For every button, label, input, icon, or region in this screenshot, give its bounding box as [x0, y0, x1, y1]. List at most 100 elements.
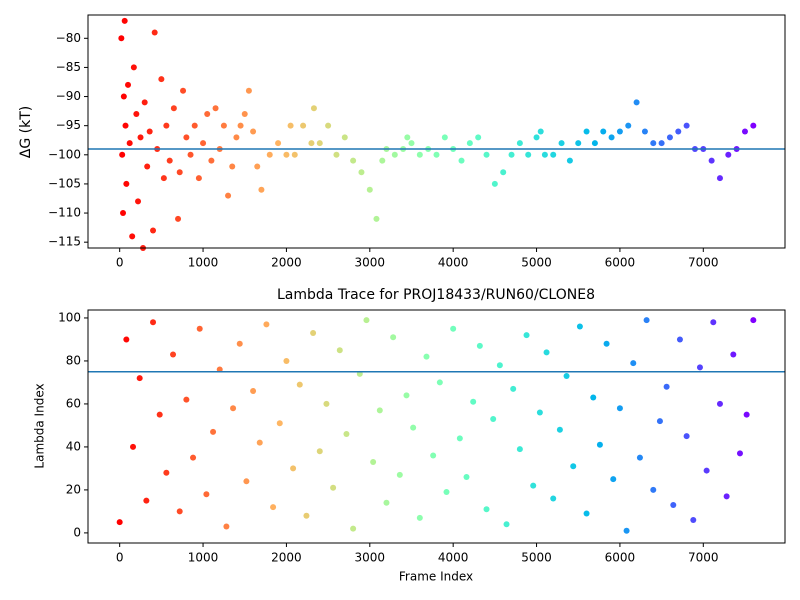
data-point	[633, 99, 640, 106]
data-point	[122, 122, 129, 129]
data-point	[550, 495, 557, 502]
data-point	[250, 388, 257, 395]
data-point	[166, 157, 173, 164]
x-tick-label: 5000	[521, 551, 552, 565]
data-point	[160, 175, 167, 182]
data-point	[716, 400, 723, 407]
y-tick-label: 0	[73, 525, 81, 539]
data-point	[208, 157, 215, 164]
y-tick-label: −85	[56, 60, 81, 74]
data-point	[676, 336, 683, 343]
data-point	[690, 517, 697, 524]
data-point	[146, 128, 153, 135]
data-point	[325, 122, 332, 129]
data-point	[200, 140, 207, 147]
data-point	[156, 411, 163, 418]
data-point	[450, 325, 457, 332]
data-point	[490, 415, 497, 422]
data-point	[116, 519, 123, 526]
data-point	[363, 317, 370, 324]
data-point	[525, 151, 532, 158]
data-point	[736, 450, 743, 457]
data-point	[187, 151, 194, 158]
data-point	[283, 151, 290, 158]
data-point	[608, 134, 615, 141]
data-point	[410, 424, 417, 431]
data-point	[650, 486, 657, 493]
x-tick-label: 1000	[188, 551, 219, 565]
data-point	[476, 342, 483, 349]
y-tick-label: −95	[56, 118, 81, 132]
x-axis-label: Frame Index	[399, 570, 473, 584]
data-point	[336, 347, 343, 354]
data-point	[530, 482, 537, 489]
data-point	[151, 29, 158, 36]
data-point	[183, 134, 190, 141]
data-point	[541, 151, 548, 158]
x-tick-label: 6000	[605, 256, 636, 270]
data-point	[310, 105, 317, 112]
data-point	[130, 64, 137, 71]
data-point	[175, 215, 182, 222]
x-tick-label: 7000	[688, 256, 719, 270]
data-point	[675, 128, 682, 135]
data-point	[590, 394, 597, 401]
data-point	[266, 151, 273, 158]
data-point	[408, 140, 415, 147]
data-point	[135, 198, 142, 205]
data-point	[556, 426, 563, 433]
data-point	[243, 478, 250, 485]
y-tick-label: −100	[48, 147, 81, 161]
data-point	[591, 140, 598, 147]
data-point	[204, 111, 211, 118]
data-point	[310, 329, 317, 336]
data-point	[436, 379, 443, 386]
x-tick-label: 2000	[271, 256, 302, 270]
data-point	[291, 151, 298, 158]
data-point	[308, 140, 315, 147]
data-point	[533, 134, 540, 141]
data-point	[404, 134, 411, 141]
x-tick-label: 4000	[438, 551, 469, 565]
y-tick-label: −90	[56, 89, 81, 103]
data-point	[137, 134, 144, 141]
data-point	[176, 169, 183, 176]
data-point	[600, 128, 607, 135]
data-point	[730, 351, 737, 358]
chart-title: Lambda Trace for PROJ18433/RUN60/CLONE8	[277, 287, 595, 303]
data-point	[710, 319, 717, 326]
data-point	[223, 523, 230, 530]
data-point	[254, 163, 261, 170]
data-point	[158, 76, 165, 83]
data-point	[725, 151, 732, 158]
data-point	[603, 340, 610, 347]
data-point	[500, 169, 507, 176]
data-point	[623, 527, 630, 534]
data-point	[180, 87, 187, 94]
y-tick-label: 40	[66, 439, 81, 453]
data-point	[496, 362, 503, 369]
x-tick-label: 7000	[688, 551, 719, 565]
data-point	[576, 323, 583, 330]
data-point	[119, 151, 126, 158]
data-point	[150, 227, 157, 234]
data-point	[287, 122, 294, 129]
data-point	[343, 431, 350, 438]
data-point	[396, 471, 403, 478]
data-point	[625, 122, 632, 129]
data-point	[508, 151, 515, 158]
data-point	[376, 407, 383, 414]
data-point	[323, 400, 330, 407]
x-tick-label: 5000	[521, 256, 552, 270]
data-point	[566, 157, 573, 164]
data-point	[183, 396, 190, 403]
data-point	[270, 504, 277, 511]
x-tick-label: 0	[116, 551, 124, 565]
x-tick-label: 2000	[271, 551, 302, 565]
data-point	[491, 180, 498, 187]
data-point	[516, 446, 523, 453]
data-point	[129, 233, 136, 240]
data-point	[636, 454, 643, 461]
data-point	[150, 319, 157, 326]
